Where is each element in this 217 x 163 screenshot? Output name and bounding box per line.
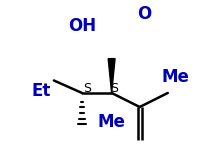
Text: Me: Me (98, 113, 126, 131)
Text: OH: OH (68, 17, 96, 35)
Text: S: S (110, 82, 118, 95)
Polygon shape (108, 59, 115, 93)
Text: Me: Me (162, 68, 189, 86)
Text: S: S (84, 82, 92, 95)
Text: Et: Et (32, 82, 51, 100)
Text: O: O (137, 5, 151, 23)
